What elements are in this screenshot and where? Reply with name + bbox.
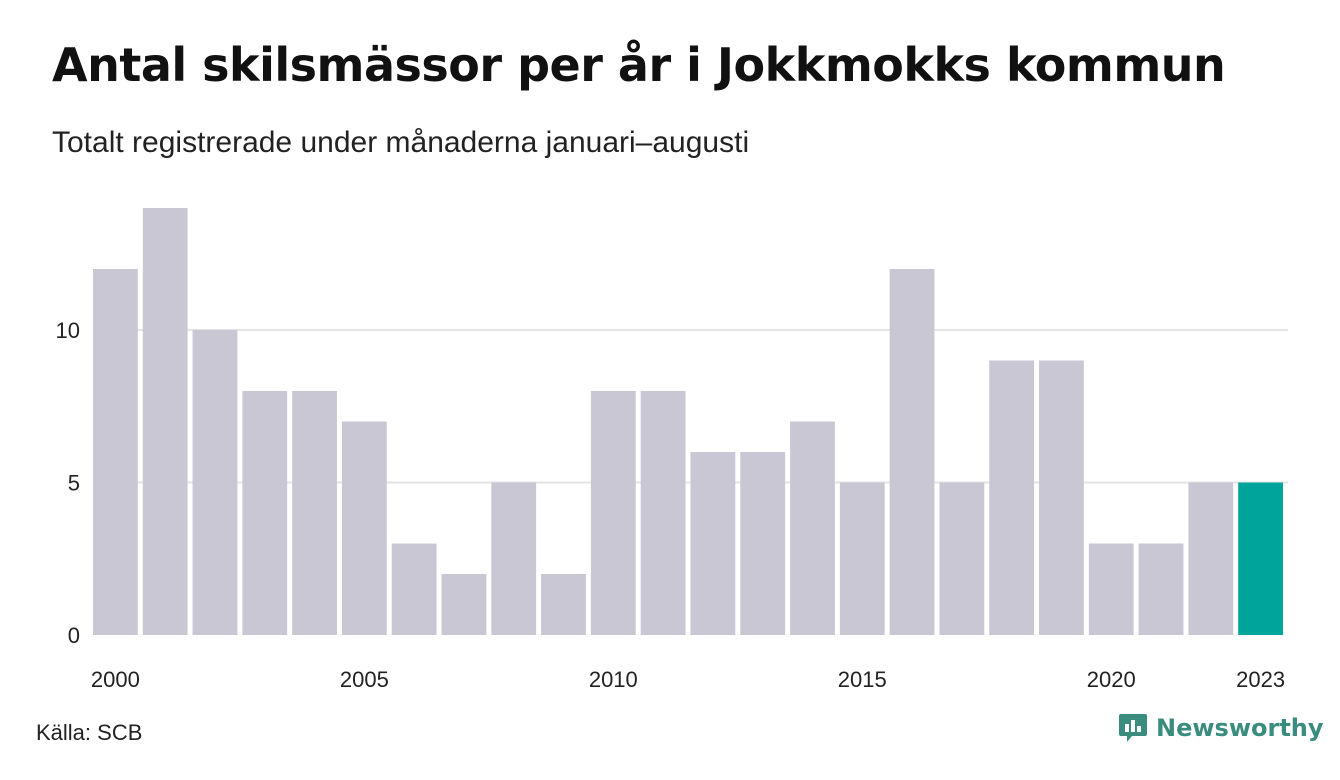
- y-tick-label: 5: [68, 471, 80, 496]
- bar-2004: [292, 391, 337, 635]
- brand-logo: Newsworthy: [1118, 712, 1324, 744]
- bar-2013: [740, 452, 786, 635]
- bar-2017: [939, 482, 985, 635]
- bar-2002: [192, 330, 238, 635]
- bar-chart: 0 5 10 2000 2005 2010 2015 2020 2023: [56, 208, 1288, 692]
- bar-2001: [142, 208, 188, 635]
- bar-2022: [1188, 482, 1234, 635]
- x-tick-label: 2005: [340, 667, 389, 692]
- bar-2007: [441, 574, 487, 635]
- bar-2015: [839, 482, 885, 635]
- x-tick-label: 2010: [589, 667, 638, 692]
- bar-2016: [889, 269, 935, 635]
- chart-title: Antal skilsmässor per år i Jokkmokks kom…: [52, 38, 1226, 92]
- bar-2006: [391, 543, 437, 635]
- bar-2000: [93, 269, 138, 635]
- bar-2005: [341, 421, 387, 635]
- x-tick-label: 2000: [91, 667, 140, 692]
- x-tick-label: 2023: [1236, 667, 1285, 692]
- source-label: Källa: SCB: [36, 720, 143, 745]
- bar-2012: [690, 452, 736, 635]
- bar-2014: [790, 421, 835, 635]
- bar-2010: [590, 391, 636, 635]
- x-tick-label: 2020: [1087, 667, 1136, 692]
- x-tick-label: 2015: [838, 667, 887, 692]
- bar-2023: [1238, 482, 1283, 635]
- chart-subtitle: Totalt registrerade under månaderna janu…: [52, 126, 750, 159]
- bar-2008: [491, 482, 537, 635]
- y-tick-label: 0: [68, 623, 80, 648]
- chart-bubble-icon: [1119, 714, 1147, 742]
- y-tick-label: 10: [56, 318, 80, 343]
- brand-name: Newsworthy: [1156, 714, 1324, 742]
- bar-2011: [640, 391, 686, 635]
- bar-2019: [1039, 360, 1084, 635]
- bar-2020: [1088, 543, 1134, 635]
- bar-2003: [242, 391, 288, 635]
- bar-2009: [541, 574, 586, 635]
- bar-2021: [1138, 543, 1184, 635]
- bar-2018: [989, 360, 1035, 635]
